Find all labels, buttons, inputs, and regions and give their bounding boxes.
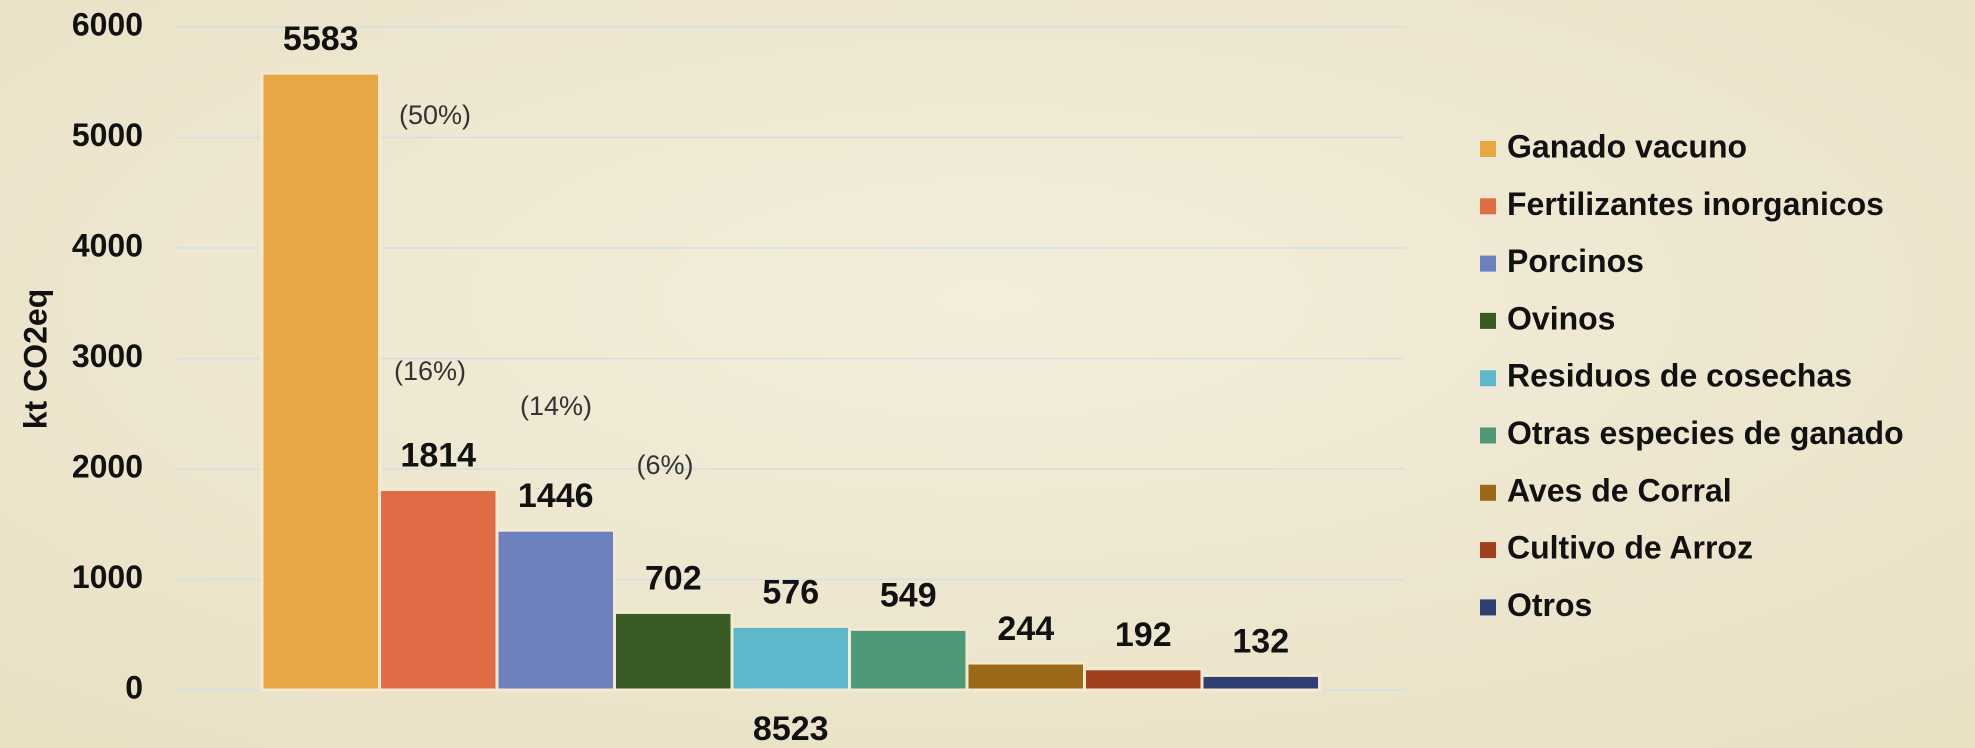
y-tick-label: 3000 bbox=[72, 338, 143, 374]
y-axis-title: kt CO2eq bbox=[17, 289, 53, 429]
legend-swatch bbox=[1480, 542, 1496, 559]
legend-swatch bbox=[1480, 599, 1496, 616]
legend-label: Fertilizantes inorganicos bbox=[1507, 186, 1884, 222]
legend-swatch bbox=[1480, 370, 1496, 387]
bar bbox=[1083, 667, 1204, 692]
y-tick-label: 4000 bbox=[72, 227, 143, 263]
bar bbox=[260, 71, 381, 692]
annotation: (50%) bbox=[399, 100, 471, 130]
data-label: 5583 bbox=[283, 20, 359, 58]
data-label: 702 bbox=[645, 559, 702, 597]
bar bbox=[730, 624, 851, 692]
bar bbox=[613, 610, 734, 692]
bar bbox=[1200, 673, 1321, 692]
y-tick-label: 1000 bbox=[72, 559, 143, 595]
data-label: 549 bbox=[880, 576, 937, 614]
legend-swatch bbox=[1480, 312, 1496, 329]
legend-swatch bbox=[1480, 255, 1496, 272]
bar bbox=[495, 528, 616, 692]
legend-label: Otras especies de ganado bbox=[1507, 415, 1904, 451]
legend-label: Porcinos bbox=[1507, 243, 1644, 279]
legend-label: Aves de Corral bbox=[1507, 472, 1732, 508]
annotation: (16%) bbox=[394, 356, 466, 386]
legend-swatch bbox=[1480, 484, 1496, 501]
legend-label: Cultivo de Arroz bbox=[1507, 530, 1753, 566]
bar bbox=[378, 488, 499, 692]
annotation: (14%) bbox=[520, 391, 592, 421]
legend-label: Ganado vacuno bbox=[1507, 128, 1747, 164]
bar bbox=[848, 627, 969, 692]
legend-label: Otros bbox=[1507, 587, 1592, 623]
y-tick-label: 5000 bbox=[72, 117, 143, 153]
legend-swatch bbox=[1480, 198, 1496, 215]
x-tick-label: 8523 bbox=[753, 710, 829, 748]
y-tick-label: 2000 bbox=[72, 448, 143, 484]
data-label: 576 bbox=[762, 573, 819, 611]
bar bbox=[965, 661, 1086, 692]
data-label: 244 bbox=[997, 610, 1054, 648]
data-label: 192 bbox=[1115, 616, 1172, 654]
data-label: 1446 bbox=[518, 477, 594, 515]
legend-swatch bbox=[1480, 427, 1496, 444]
annotation: (6%) bbox=[636, 450, 693, 480]
data-label: 132 bbox=[1232, 622, 1289, 660]
y-tick-label: 0 bbox=[125, 669, 143, 705]
legend-label: Ovinos bbox=[1507, 300, 1615, 336]
legend-label: Residuos de cosechas bbox=[1507, 358, 1852, 394]
legend-swatch bbox=[1480, 141, 1496, 157]
y-tick-label: 6000 bbox=[72, 6, 143, 42]
data-label: 1814 bbox=[400, 437, 476, 475]
